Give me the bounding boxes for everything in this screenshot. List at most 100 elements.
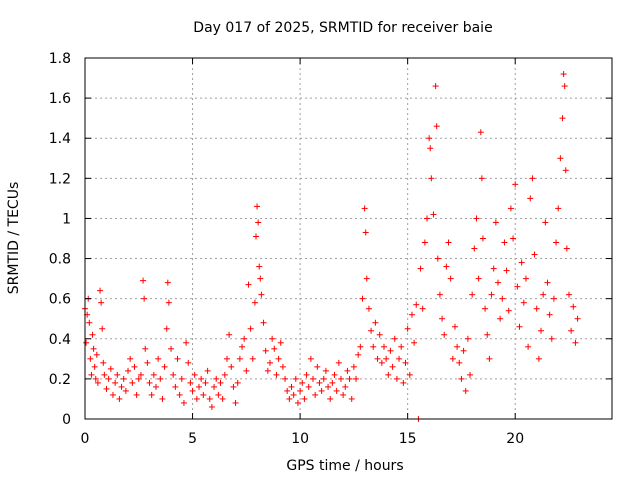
data-point: [456, 359, 463, 366]
grid: [85, 58, 612, 419]
data-point: [385, 371, 392, 378]
data-point: [572, 339, 579, 346]
data-point: [262, 347, 269, 354]
x-tick-label: 0: [81, 431, 90, 447]
data-point: [125, 367, 132, 374]
data-point: [320, 375, 327, 382]
data-point: [286, 395, 293, 402]
data-point: [548, 335, 555, 342]
data-point: [445, 239, 452, 246]
data-point: [492, 219, 499, 226]
data-point: [525, 343, 532, 350]
data-point: [168, 345, 175, 352]
data-point: [449, 355, 456, 362]
data-point: [362, 229, 369, 236]
data-point: [574, 315, 581, 322]
x-tick-label: 10: [291, 431, 309, 447]
data-point: [135, 375, 142, 382]
data-point: [284, 387, 291, 394]
data-point: [93, 351, 100, 358]
data-point: [94, 379, 101, 386]
data-point: [150, 371, 157, 378]
data-point: [140, 277, 147, 284]
data-point: [475, 275, 482, 282]
data-point: [83, 339, 90, 346]
data-point: [533, 305, 540, 312]
data-point: [434, 255, 441, 262]
data-point: [441, 331, 448, 338]
y-tick-label: 1.2: [49, 171, 71, 187]
data-point: [391, 335, 398, 342]
data-point: [90, 345, 97, 352]
data-point: [482, 305, 489, 312]
data-point: [553, 239, 560, 246]
data-point: [469, 291, 476, 298]
data-point: [413, 301, 420, 308]
x-tick-label: 20: [506, 431, 524, 447]
data-point: [531, 251, 538, 258]
data-point: [109, 391, 116, 398]
data-point: [251, 299, 258, 306]
data-point: [120, 375, 127, 382]
data-point: [112, 379, 119, 386]
data-point: [87, 355, 94, 362]
data-point: [226, 331, 233, 338]
x-axis-label: GPS time / hours: [286, 458, 403, 474]
data-point: [494, 279, 501, 286]
data-point: [417, 265, 424, 272]
data-point: [316, 379, 323, 386]
data-point: [213, 375, 220, 382]
data-point: [282, 375, 289, 382]
data-point: [292, 375, 299, 382]
data-point: [451, 323, 458, 330]
data-point: [433, 123, 440, 130]
data-point: [344, 367, 351, 374]
data-point: [562, 167, 569, 174]
data-point: [505, 307, 512, 314]
data-point: [372, 319, 379, 326]
data-point: [103, 385, 110, 392]
data-point: [387, 347, 394, 354]
data-point: [157, 375, 164, 382]
data-point: [365, 305, 372, 312]
data-point: [516, 323, 523, 330]
data-point: [380, 343, 387, 350]
data-point: [217, 379, 224, 386]
data-point: [105, 375, 112, 382]
data-point: [514, 283, 521, 290]
data-point: [555, 205, 562, 212]
data-point: [164, 279, 171, 286]
data-point: [228, 363, 235, 370]
data-point: [198, 375, 205, 382]
data-point: [129, 379, 136, 386]
data-point: [510, 235, 517, 242]
data-point: [340, 391, 347, 398]
data-point: [97, 287, 104, 294]
data-point: [307, 355, 314, 362]
data-point: [180, 399, 187, 406]
data-point: [400, 379, 407, 386]
y-tick-label: 0.4: [49, 332, 71, 348]
data-point: [247, 325, 254, 332]
data-point: [503, 267, 510, 274]
data-point: [460, 347, 467, 354]
data-point: [419, 305, 426, 312]
data-point: [454, 343, 461, 350]
data-point: [193, 395, 200, 402]
data-point: [170, 371, 177, 378]
data-point: [520, 299, 527, 306]
data-point: [458, 375, 465, 382]
chart-title: Day 017 of 2025, SRMTID for receiver bai…: [193, 20, 492, 36]
data-point: [499, 295, 506, 302]
data-point: [436, 291, 443, 298]
data-point: [318, 387, 325, 394]
data-point: [271, 345, 278, 352]
data-point: [144, 359, 151, 366]
data-point: [560, 71, 567, 78]
data-point: [107, 365, 114, 372]
data-point: [376, 331, 383, 338]
data-point: [118, 383, 125, 390]
data-point: [303, 371, 310, 378]
y-tick-label: 0.2: [49, 372, 71, 388]
data-point: [432, 83, 439, 90]
